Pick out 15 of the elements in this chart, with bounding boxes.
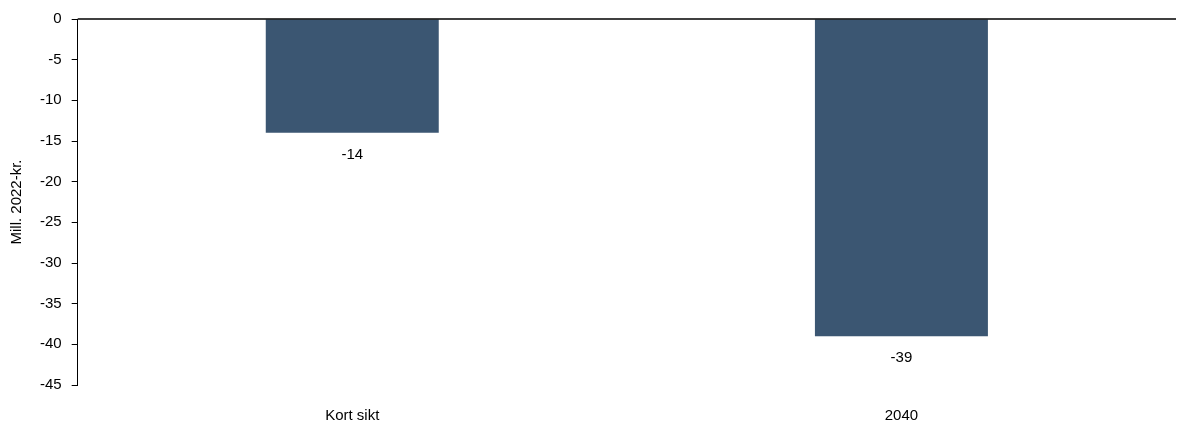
y-tick-label: -35 [39,293,62,311]
y-tick-label: 0 [53,9,62,27]
y-tick-label: -20 [39,171,62,189]
data-label: -39 [890,347,913,365]
y-tick-label: -5 [48,49,62,67]
y-tick-label: -40 [39,334,62,352]
y-axis-title: Mill. 2022-kr. [7,159,25,245]
data-label: -14 [341,144,364,162]
y-tick-label: -30 [39,253,62,271]
y-tick-label: -10 [39,90,62,108]
y-tick-label: -15 [39,131,62,149]
y-tick-label: -25 [39,212,62,230]
x-tick-label: Kort sikt [325,406,381,424]
x-tick-label: 2040 [884,406,919,424]
y-tick-label: -45 [39,375,62,393]
